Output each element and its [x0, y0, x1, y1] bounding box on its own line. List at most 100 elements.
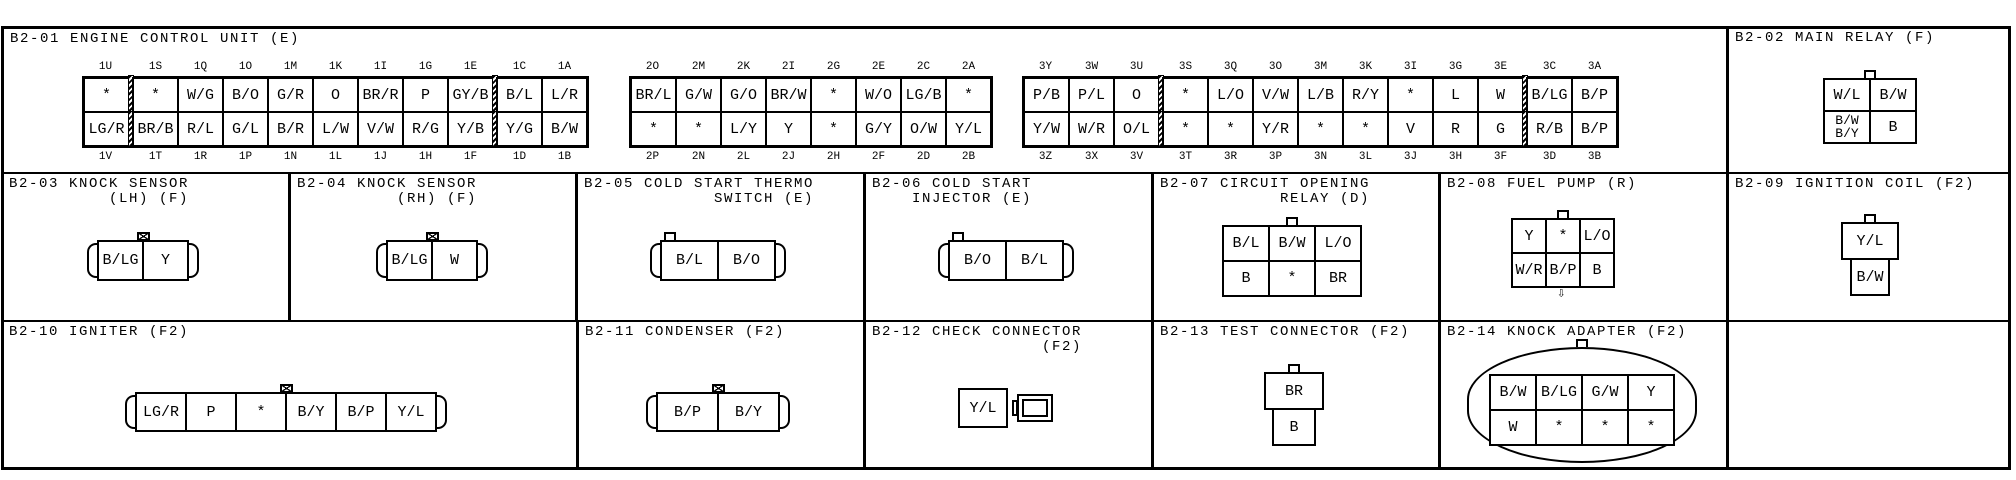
check-plug-stub: [1012, 400, 1018, 416]
pin-number: 3Z: [1038, 151, 1053, 163]
pin-number: 3V: [1129, 151, 1144, 163]
terminal-row: BR: [1264, 372, 1324, 410]
terminal-cell: LG/R: [83, 111, 130, 147]
panel-title: B2-09 IGNITION COIL (F2): [1735, 177, 1975, 192]
panel-title-line-2: (F2): [1042, 339, 1083, 355]
terminal-cell: G/L: [222, 111, 269, 147]
terminal-cell: Y/B: [447, 111, 494, 147]
terminal-cell: *: [810, 77, 857, 113]
terminal-cell: W/R: [1068, 111, 1115, 147]
terminal-cell: B/O: [717, 240, 776, 281]
terminal-cell: Y: [1511, 218, 1547, 254]
terminal-cell: R: [1432, 111, 1479, 147]
terminal-row: B: [1264, 408, 1324, 446]
connector: B/LG Y: [97, 240, 189, 281]
connector-end-cap: [646, 395, 657, 429]
pin-number: 3W: [1084, 61, 1099, 73]
connector: LG/R P * B/Y B/P Y/L: [135, 392, 437, 432]
pin-number: 1A: [557, 61, 572, 73]
terminal-cell: L/B: [1297, 77, 1344, 113]
lock-tab-icon: [664, 232, 676, 240]
terminal-cell: R/Y: [1342, 77, 1389, 113]
pin-number: 1R: [193, 151, 208, 163]
terminal-cell: *: [1387, 77, 1434, 113]
pin-number: 3H: [1448, 151, 1463, 163]
terminal-cell: B/LG: [1526, 77, 1573, 113]
terminal-cell: B/Y: [717, 392, 780, 432]
panel-title: B2-13 TEST CONNECTOR (F2): [1160, 325, 1410, 340]
pin-number: 3T: [1178, 151, 1193, 163]
terminal-cell: B/O: [948, 240, 1007, 281]
terminal-cell: *: [83, 77, 130, 113]
panel-title-line-2: RELAY (D): [1280, 191, 1371, 207]
terminal-row-bottom: Y/W W/R O/L * * Y/R * * V R G R/B B/P: [1023, 111, 1618, 147]
panel-title: B2-06 COLD START INJECTOR (E): [872, 177, 1032, 207]
terminal-row: B * BR: [1222, 260, 1362, 297]
terminal-cell: G/Y: [855, 111, 902, 147]
pin-number: 2D: [916, 151, 931, 163]
terminal-cell: B/W B/Y: [1823, 110, 1871, 144]
pin-number: 1F: [463, 151, 478, 163]
terminal-row-top: * * W/G B/O G/R O BR/R P GY/B B/L L/R: [83, 75, 588, 113]
ecu-connector-2: 2O 2M 2K 2I 2G 2E 2C 2A BR/L G/W G/O BR/W * W/O LG/B * *…: [629, 58, 993, 166]
pin-number: 2G: [826, 61, 841, 73]
pin-number: 3U: [1129, 61, 1144, 73]
terminal-row: Y * L/O: [1511, 218, 1615, 254]
terminal-cell: *: [1535, 409, 1583, 446]
terminal-cell: W: [431, 240, 478, 281]
pin-number: 3R: [1223, 151, 1238, 163]
terminal-cell: B: [1222, 260, 1270, 297]
terminal-cell: B/LG: [386, 240, 433, 281]
connector: B/W B/LG G/W Y W * * *: [1489, 374, 1675, 446]
pin-number: 1E: [463, 61, 478, 73]
terminal-cell: *: [945, 77, 992, 113]
terminal-cell: *: [1545, 218, 1581, 254]
connector-end-cap: [779, 395, 790, 429]
connector-end-cap: [87, 243, 98, 278]
terminal-cell: BR/B: [132, 111, 179, 147]
pin-number: 3X: [1084, 151, 1099, 163]
terminal-row: B/L B/O: [660, 240, 776, 281]
pin-number: 2B: [961, 151, 976, 163]
terminal-cell: V: [1387, 111, 1434, 147]
panel-title: B2-14 KNOCK ADAPTER (F2): [1447, 325, 1687, 340]
connector: B/L B/W L/O B * BR: [1222, 225, 1362, 297]
terminal-cell: O/L: [1113, 111, 1160, 147]
terminal-cell: *: [1297, 111, 1344, 147]
terminal-cell: *: [1581, 409, 1629, 446]
terminal-cell: Y/W: [1023, 111, 1070, 147]
terminal-cell: B/W: [1489, 374, 1537, 411]
terminal-cell: B/W: [1850, 258, 1890, 296]
pin-number: 1T: [148, 151, 163, 163]
connector-end-cap: [376, 243, 387, 278]
terminal-cell: *: [1162, 77, 1209, 113]
terminal-row: Y/L: [1841, 222, 1899, 260]
terminal-cell: V/W: [1252, 77, 1299, 113]
panel-title-line: B2-03 KNOCK SENSOR: [9, 176, 190, 192]
terminal-cell: W/G: [177, 77, 224, 113]
pin-number: 3L: [1358, 151, 1373, 163]
terminal-cell: G/W: [1581, 374, 1629, 411]
panel-title-line-2: SWITCH (E): [714, 191, 815, 207]
terminal-cell: LG/R: [135, 392, 187, 432]
panel-title-line-2: (RH) (F): [397, 191, 478, 207]
terminal-cell: V/W: [357, 111, 404, 147]
connector: B/O B/L: [948, 240, 1064, 281]
pin-number: 3A: [1587, 61, 1602, 73]
terminal-cell: B/L: [1005, 240, 1064, 281]
pin-number: 1D: [512, 151, 527, 163]
down-arrow-icon: ⇩: [1557, 286, 1566, 302]
terminal-cell: G/O: [720, 77, 767, 113]
panel-title-line: B2-09 IGNITION COIL (F2): [1735, 176, 1976, 192]
connector-end-cap: [188, 243, 199, 278]
pin-number: 3O: [1268, 61, 1283, 73]
terminal-cell: Y/G: [496, 111, 543, 147]
terminal-cell: *: [235, 392, 287, 432]
pin-number: 1C: [512, 61, 527, 73]
panel-title-line: B2-02 MAIN RELAY (F): [1735, 30, 1936, 46]
connector-end-cap: [775, 243, 786, 278]
terminal-cell: BR: [1314, 260, 1362, 297]
panel-b2-12: B2-12 CHECK CONNECTOR (F2): [864, 320, 1153, 470]
pin-number: 1L: [328, 151, 343, 163]
pin-number: 1M: [283, 61, 298, 73]
